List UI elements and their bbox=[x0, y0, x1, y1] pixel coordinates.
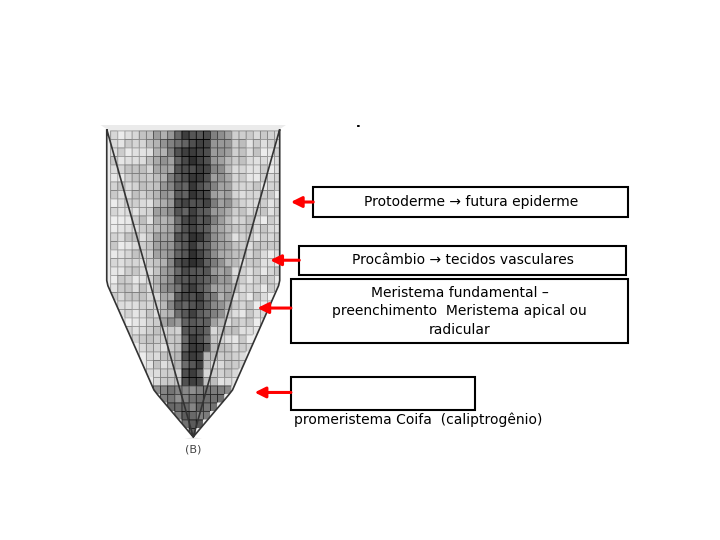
Text: promeristema Coifa  (caliptrogênio): promeristema Coifa (caliptrogênio) bbox=[294, 413, 542, 427]
Text: Meristemas primários: Meristemas primários bbox=[233, 75, 505, 100]
FancyBboxPatch shape bbox=[291, 377, 475, 410]
FancyBboxPatch shape bbox=[300, 246, 626, 275]
Polygon shape bbox=[90, 102, 96, 481]
Polygon shape bbox=[68, 102, 193, 466]
Polygon shape bbox=[193, 102, 319, 466]
Text: Procâmbio → tecidos vasculares: Procâmbio → tecidos vasculares bbox=[351, 253, 573, 267]
Polygon shape bbox=[90, 439, 648, 481]
FancyBboxPatch shape bbox=[313, 187, 629, 217]
Text: Meristema fundamental –
preenchimento  Meristema apical ou
radicular: Meristema fundamental – preenchimento Me… bbox=[333, 286, 587, 336]
Polygon shape bbox=[90, 23, 648, 125]
Text: Meristema Apical Radicular: Meristema Apical Radicular bbox=[179, 99, 559, 126]
FancyBboxPatch shape bbox=[291, 279, 629, 343]
Text: Protoderme → futura epiderme: Protoderme → futura epiderme bbox=[364, 195, 578, 209]
Text: (B): (B) bbox=[185, 444, 202, 455]
